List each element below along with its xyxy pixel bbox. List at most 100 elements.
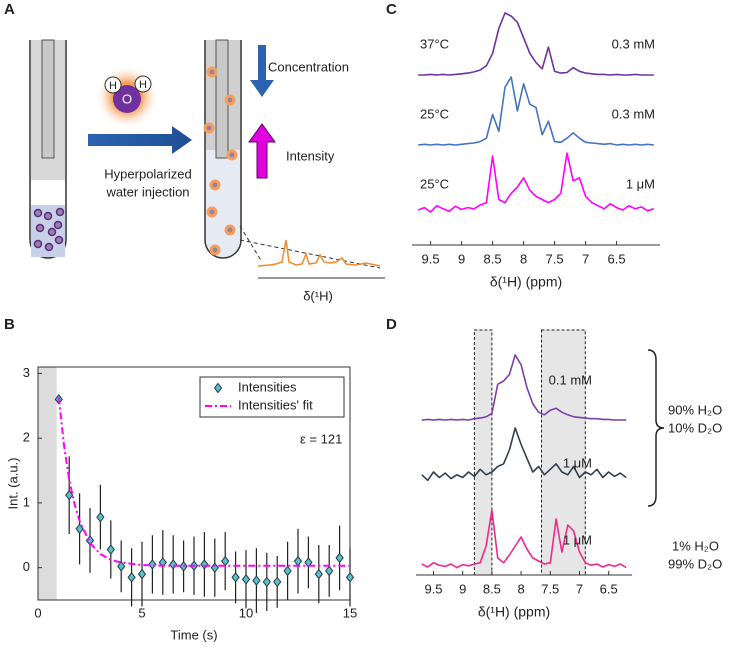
legend-box (199, 376, 345, 418)
zoom-line (239, 239, 381, 269)
x-tick-label: 7 (576, 581, 583, 596)
data-point (137, 568, 147, 580)
x-tick-label: 7.5 (546, 251, 564, 266)
solvent-label: 1% H₂O (672, 538, 719, 553)
y-axis-label: Int. (a.u.) (5, 457, 20, 509)
data-point (117, 561, 126, 572)
x-tick-label: 6.5 (608, 251, 626, 266)
annotation: ε = 121 (300, 431, 342, 446)
injection-label: Hyperpolarized (104, 166, 191, 181)
data-point (65, 489, 74, 501)
concentration-arrow (250, 45, 274, 97)
solvent-label: 99% D₂O (668, 556, 722, 571)
legend-label: Intensities (238, 379, 297, 394)
spectrum (418, 12, 654, 76)
atom-label: H (109, 80, 117, 92)
solvent-label: 10% D₂O (668, 420, 722, 435)
trace-label: 37°C (420, 36, 449, 51)
y-tick-label: 0 (23, 559, 30, 574)
trace-label: 25°C (420, 176, 449, 191)
trace-label: 0.3 mM (612, 106, 655, 121)
spectrum (417, 152, 655, 213)
data-point (200, 559, 209, 570)
x-tick-label: 0 (34, 605, 41, 620)
x-tick-label: 5 (138, 605, 145, 620)
spectrum (418, 76, 654, 146)
data-point (96, 511, 105, 523)
x-tick-label: 10 (239, 605, 253, 620)
x-axis-label: δ(¹H) (ppm) (490, 274, 562, 290)
x-tick-label: 8 (517, 581, 524, 596)
x-tick-label: 8.5 (483, 581, 501, 596)
data-point (314, 568, 323, 580)
x-tick-label: 7.5 (541, 581, 559, 596)
fit-line (57, 397, 350, 567)
data-point (283, 565, 292, 577)
x-tick-label: 15 (343, 605, 357, 620)
shaded-region (473, 329, 493, 576)
data-point (273, 576, 282, 588)
data-point (262, 576, 271, 588)
y-tick-label: 1 (23, 494, 30, 509)
shaded-region (38, 367, 57, 600)
trace-label: 0.1 mM (549, 372, 592, 387)
x-tick-label: 7 (582, 251, 589, 266)
spectrum (421, 509, 627, 569)
mini-spectrum (257, 239, 381, 267)
spectrum (421, 427, 627, 482)
legend-label: Intensities' fit (238, 397, 313, 412)
data-point (345, 572, 355, 583)
data-point (231, 572, 240, 583)
solvent-label: 90% H₂O (668, 402, 722, 417)
mini-axis-label: δ(¹H) (303, 288, 333, 303)
data-point (210, 562, 219, 573)
x-tick-label: 9.5 (424, 581, 442, 596)
y-tick-label: 3 (23, 365, 30, 380)
x-tick-label: 9 (459, 581, 466, 596)
trace-label: 25°C (420, 106, 449, 121)
trace-label: 1 μM (626, 176, 655, 191)
water-molecule: H H O (95, 65, 159, 129)
x-tick-label: 8 (520, 251, 527, 266)
nmr-tube-after (203, 39, 242, 259)
trace-label: 1 μM (563, 532, 592, 547)
data-point (221, 555, 230, 567)
intensity-label: Intensity (286, 148, 335, 163)
x-tick-label: 9 (458, 251, 465, 266)
x-tick-label: 9.5 (422, 251, 440, 266)
panel-label: C (386, 1, 397, 18)
data-point (106, 544, 115, 555)
nmr-tube-before (29, 39, 67, 259)
data-point (252, 575, 261, 586)
x-axis-label: Time (s) (170, 627, 217, 642)
data-point (169, 559, 178, 570)
x-axis-label: δ(¹H) (ppm) (478, 604, 550, 620)
data-point (293, 555, 303, 567)
brace (647, 349, 665, 507)
data-point (127, 572, 136, 583)
panel-label: D (386, 316, 397, 333)
atom-label: O (122, 91, 132, 106)
data-point (325, 565, 334, 577)
zoom-line (239, 225, 263, 263)
panel-label: A (4, 1, 15, 18)
atom-label: H (139, 79, 147, 91)
injection-arrow (88, 126, 192, 154)
intensity-arrow (248, 123, 276, 179)
spectrum (421, 354, 627, 421)
data-point (148, 559, 157, 570)
plot-frame (37, 366, 351, 601)
x-tick-label: 6.5 (600, 581, 618, 596)
x-tick-label: 8.5 (484, 251, 502, 266)
trace-label: 0.3 mM (612, 36, 655, 51)
concentration-label: Concentration (268, 59, 349, 74)
injection-label: water injection (105, 184, 189, 199)
panel-label: B (4, 316, 15, 333)
data-point (241, 573, 251, 585)
data-point (335, 552, 344, 564)
y-tick-label: 2 (23, 430, 30, 445)
legend-marker (213, 382, 223, 394)
trace-label: 1 μM (563, 455, 592, 470)
